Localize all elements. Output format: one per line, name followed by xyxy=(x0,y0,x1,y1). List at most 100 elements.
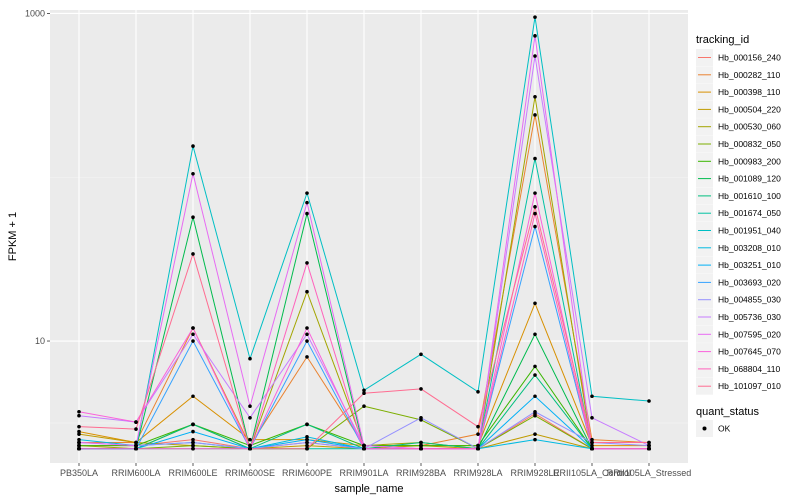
shape-legend-title: quant_status xyxy=(696,406,759,418)
legend-label: Hb_004855_030 xyxy=(718,295,781,305)
data-point xyxy=(77,446,81,451)
data-point xyxy=(191,326,195,330)
legend-title: tracking_id xyxy=(696,34,749,46)
data-point xyxy=(191,429,195,434)
data-point xyxy=(533,301,537,306)
data-point xyxy=(191,144,195,148)
legend-label: Hb_000530_060 xyxy=(718,122,781,132)
data-point xyxy=(77,429,81,434)
data-point xyxy=(533,332,537,337)
data-point xyxy=(419,352,423,357)
data-point xyxy=(305,443,309,448)
y-axis-title: FPKM + 1 xyxy=(7,212,19,261)
data-point xyxy=(590,437,594,442)
data-point xyxy=(305,440,309,445)
data-point xyxy=(305,339,309,343)
data-point xyxy=(533,437,537,442)
legend-label: Hb_000832_050 xyxy=(718,139,781,149)
data-point xyxy=(191,440,195,445)
legend-label: Hb_007645_070 xyxy=(718,347,781,357)
shape-legend-point-icon xyxy=(702,426,707,431)
data-point xyxy=(533,413,537,418)
data-point xyxy=(305,446,309,451)
data-point xyxy=(305,422,309,427)
data-point xyxy=(77,440,81,445)
data-point xyxy=(191,443,195,448)
data-point xyxy=(134,420,138,424)
x-tick-label: RRIM600SE xyxy=(225,468,275,478)
data-point xyxy=(191,332,195,337)
data-point xyxy=(191,171,195,176)
x-tick-label: RRIM901LA xyxy=(339,468,388,478)
data-point xyxy=(533,224,537,229)
data-point xyxy=(305,355,309,359)
y-tick-label: 10 xyxy=(35,336,45,346)
data-point xyxy=(77,424,81,429)
data-point xyxy=(590,415,594,420)
data-point xyxy=(533,205,537,209)
data-point xyxy=(191,339,195,343)
data-point xyxy=(134,443,138,448)
data-points xyxy=(77,15,651,451)
data-point xyxy=(533,211,537,216)
y-axis-ticks: 10 1000 xyxy=(25,8,50,346)
data-point xyxy=(533,15,537,19)
data-point xyxy=(305,289,309,294)
color-legend: tracking_id Hb_000156_240 Hb_000282_110 Hb… xyxy=(696,34,781,395)
data-point xyxy=(305,200,309,205)
shape-legend: quant_status OK xyxy=(696,406,759,437)
data-point xyxy=(533,373,537,377)
legend-label: Hb_001089_120 xyxy=(718,174,781,184)
x-axis-title: sample_name xyxy=(334,483,403,495)
legend-label: Hb_003208_010 xyxy=(718,243,781,253)
data-point xyxy=(647,440,651,445)
data-point xyxy=(191,422,195,427)
x-tick-label: RRIM928LE xyxy=(510,468,559,478)
data-point xyxy=(191,215,195,220)
data-point xyxy=(191,437,195,442)
data-point xyxy=(533,54,537,58)
data-point xyxy=(533,94,537,99)
legend-label: Hb_000398_110 xyxy=(718,87,781,97)
data-point xyxy=(305,326,309,330)
data-point xyxy=(590,443,594,448)
data-point xyxy=(362,388,366,393)
data-point xyxy=(533,364,537,369)
data-point xyxy=(134,446,138,451)
data-point xyxy=(248,404,252,409)
data-point xyxy=(476,424,480,429)
data-point xyxy=(419,387,423,391)
data-point xyxy=(305,191,309,195)
legend-label: Hb_003251_010 xyxy=(718,260,781,270)
data-point xyxy=(305,435,309,439)
data-point xyxy=(476,389,480,394)
legend-label: Hb_000282_110 xyxy=(718,70,781,80)
data-point xyxy=(362,391,366,396)
data-point xyxy=(248,356,252,361)
data-point xyxy=(305,332,309,337)
data-point xyxy=(191,394,195,399)
data-point xyxy=(362,404,366,409)
legend-label: Hb_101097_010 xyxy=(718,381,781,391)
data-point xyxy=(419,440,423,445)
data-point xyxy=(134,427,138,431)
x-axis-ticks: PB350LA RRIM600LA RRIM600LE RRIM600SE RRIM60… xyxy=(60,463,691,478)
x-tick-label: RRII105LA_Stressed xyxy=(607,468,692,478)
data-point xyxy=(77,432,81,436)
data-point xyxy=(419,446,423,451)
data-point xyxy=(533,191,537,195)
legend-label: Hb_005736_030 xyxy=(718,312,781,322)
x-tick-label: PB350LA xyxy=(60,468,98,478)
data-point xyxy=(362,446,366,451)
legend-label: Hb_003693_020 xyxy=(718,277,781,287)
data-point xyxy=(248,437,252,442)
data-point xyxy=(533,432,537,436)
data-point xyxy=(533,409,537,414)
legend-label: Hb_001674_050 xyxy=(718,208,781,218)
data-point xyxy=(590,440,594,445)
legend-label: Hb_007595_020 xyxy=(718,329,781,339)
legend-label: Hb_068804_110 xyxy=(718,364,781,374)
data-point xyxy=(248,446,252,451)
data-point xyxy=(476,432,480,436)
x-tick-label: RRIM600PE xyxy=(282,468,332,478)
